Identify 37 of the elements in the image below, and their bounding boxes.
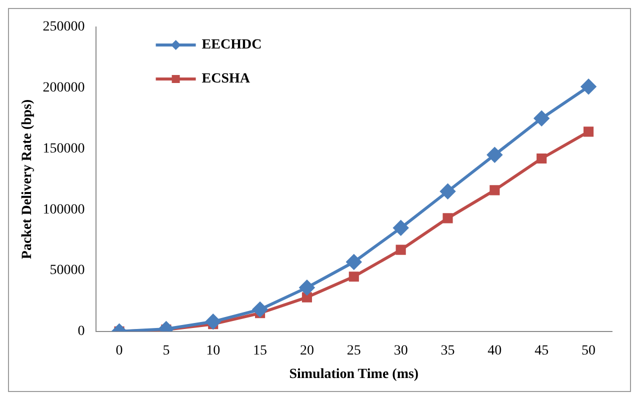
- point: [584, 126, 594, 137]
- x-axis-title: Simulation Time (ms): [289, 367, 419, 382]
- x-tick-label: 25: [346, 343, 361, 358]
- y-tick-label: 150000: [42, 141, 85, 156]
- point: [536, 153, 547, 164]
- x-tick-label: 5: [162, 343, 170, 358]
- point: [487, 147, 502, 162]
- point: [302, 292, 312, 302]
- point: [440, 184, 456, 199]
- point: [396, 244, 406, 255]
- point: [299, 280, 314, 296]
- y-axis-title: Packet Delivery Rate (bps): [20, 98, 36, 260]
- x-tick-label: 40: [488, 343, 502, 358]
- x-tick-label: 10: [206, 343, 220, 358]
- x-tick-label: 20: [300, 343, 314, 358]
- point: [252, 302, 268, 317]
- x-tick-label: 45: [534, 343, 549, 358]
- x-tick-label: 0: [116, 343, 123, 358]
- y-tick-label: 100000: [42, 202, 85, 218]
- point: [442, 213, 453, 224]
- legend-label: EECHDC: [202, 38, 262, 53]
- y-tick-label: 50000: [50, 263, 85, 278]
- point: [348, 272, 359, 282]
- point: [206, 314, 221, 330]
- legend-label: ECSHA: [202, 72, 251, 87]
- point: [393, 220, 408, 236]
- x-tick-label: 15: [253, 343, 268, 358]
- x-tick-label: 30: [394, 343, 408, 358]
- point: [346, 254, 362, 270]
- point: [534, 110, 550, 126]
- point: [490, 185, 500, 196]
- y-tick-label: 200000: [42, 80, 85, 96]
- y-tick-label: 0: [78, 324, 85, 340]
- x-tick-label: 35: [440, 343, 455, 358]
- x-tick-label: 50: [582, 343, 596, 358]
- y-tick-label: 250000: [42, 20, 85, 35]
- point: [581, 79, 596, 94]
